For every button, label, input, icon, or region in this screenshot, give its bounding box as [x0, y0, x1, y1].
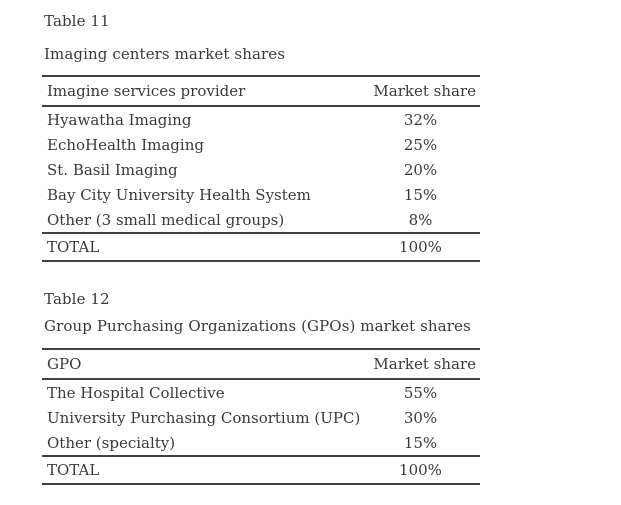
- table-11-header-market-share: Market share: [373, 82, 476, 100]
- table-row: The Hospital Collective 55%: [42, 379, 480, 405]
- provider-name: St. Basil Imaging: [47, 160, 178, 179]
- provider-name: Bay City University Health System: [47, 185, 311, 204]
- gpo-name: The Hospital Collective: [47, 383, 225, 402]
- gpo-name: Other (specialty): [47, 433, 176, 452]
- table-12-total-row: TOTAL 100%: [42, 456, 480, 484]
- market-share-value: 32%: [403, 110, 438, 129]
- table-12-header-market-share: Market share: [373, 355, 476, 373]
- total-label: TOTAL: [47, 238, 100, 256]
- table-12-caption: Table 12: [44, 290, 110, 308]
- market-share-value: 25%: [403, 135, 438, 154]
- total-share-value: 100%: [399, 238, 442, 256]
- table-row: Bay City University Health System 15%: [42, 182, 480, 207]
- table-11-caption: Table 11: [44, 12, 110, 30]
- table-row: Other (specialty) 15%: [42, 430, 480, 456]
- table-12-header-gpo: GPO: [47, 355, 82, 373]
- market-share-value: 55%: [403, 383, 438, 402]
- table-12-header-row: GPO Market share: [42, 349, 480, 379]
- table-row: EchoHealth Imaging 25%: [42, 132, 480, 157]
- total-label: TOTAL: [47, 461, 100, 479]
- table-11-total-row: TOTAL 100%: [42, 233, 480, 261]
- gpo-name: University Purchasing Consortium (UPC): [47, 408, 361, 427]
- provider-name: Hyawatha Imaging: [47, 110, 192, 129]
- table-row: St. Basil Imaging 20%: [42, 157, 480, 182]
- market-share-value: 15%: [403, 433, 438, 452]
- table-12-title: Group Purchasing Organizations (GPOs) ma…: [44, 317, 471, 335]
- market-share-value: 15%: [403, 185, 438, 204]
- total-share-value: 100%: [399, 461, 442, 479]
- table-11-header-provider: Imagine services provider: [47, 82, 246, 100]
- provider-name: Other (3 small medical groups): [47, 210, 285, 229]
- market-share-value: 8%: [408, 210, 433, 229]
- table-11-title: Imaging centers market shares: [44, 45, 286, 63]
- table-11: Imagine services provider Market share H…: [42, 75, 480, 262]
- table-row: Hyawatha Imaging 32%: [42, 106, 480, 132]
- table-12: GPO Market share The Hospital Collective…: [42, 348, 480, 485]
- table-11-header-row: Imagine services provider Market share: [42, 76, 480, 106]
- table-row: University Purchasing Consortium (UPC) 3…: [42, 405, 480, 430]
- market-share-value: 30%: [403, 408, 438, 427]
- market-share-value: 20%: [403, 160, 438, 179]
- table-row: Other (3 small medical groups) 8%: [42, 207, 480, 233]
- provider-name: EchoHealth Imaging: [47, 135, 204, 154]
